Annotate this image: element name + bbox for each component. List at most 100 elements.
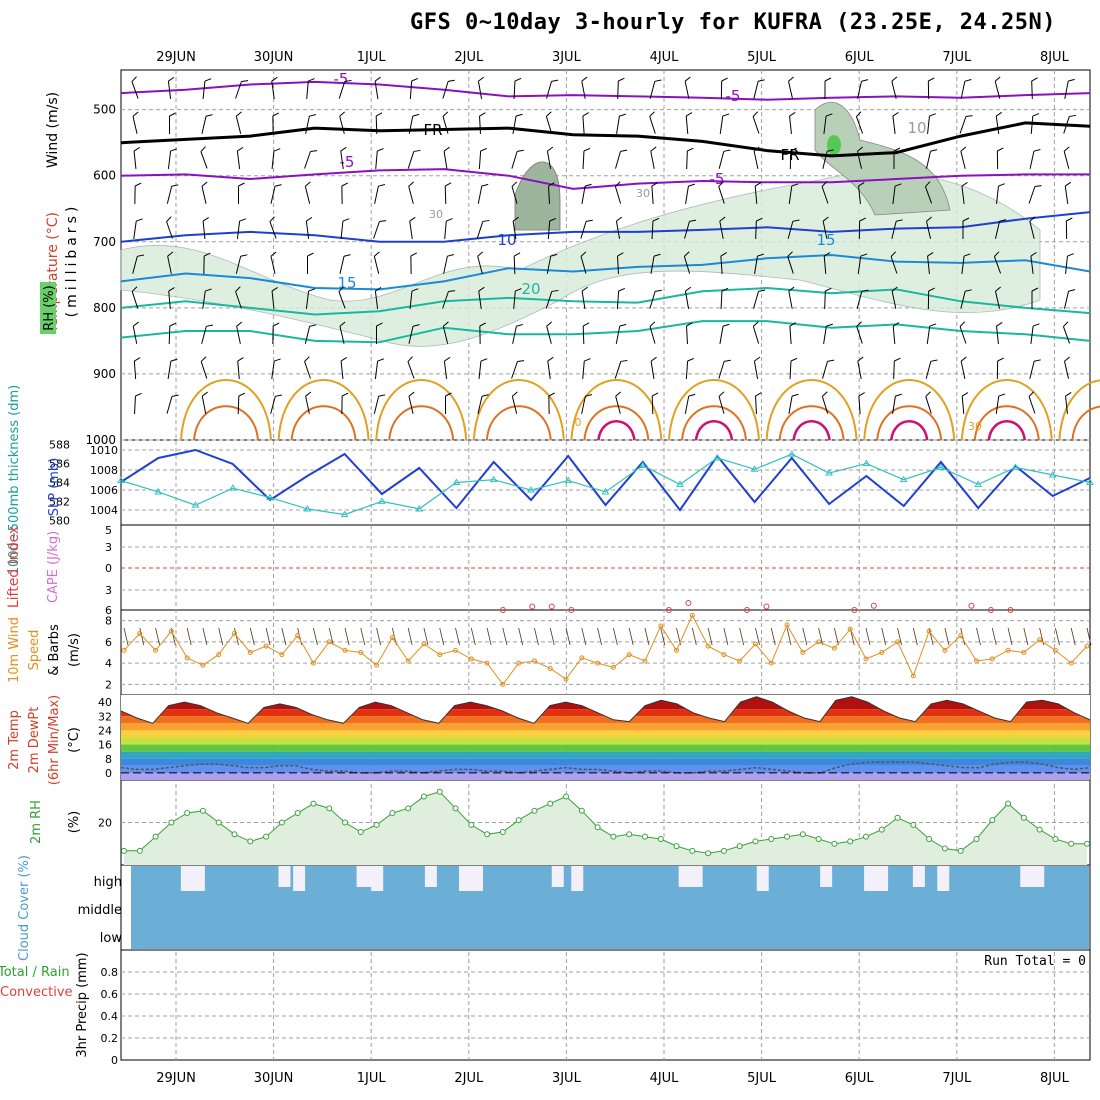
wind-barb-flag — [961, 392, 969, 397]
wind-barb-shaft — [167, 81, 172, 99]
wind-barb — [477, 251, 484, 274]
wind-barb-flag — [235, 111, 242, 117]
wind10m-point — [1052, 647, 1058, 653]
wind-barb — [476, 219, 490, 239]
li-point — [1007, 607, 1014, 613]
wind-barb-shaft — [132, 326, 138, 344]
wind-barb-flag — [479, 112, 486, 117]
wind-barb-flag — [964, 79, 972, 82]
wind-barb-shaft — [374, 186, 379, 204]
wind-barb-shaft — [718, 361, 725, 379]
wind-barb — [822, 359, 835, 379]
rh-point — [310, 800, 317, 807]
wind-barb-shaft — [237, 360, 240, 380]
date-label-top: 30JUN — [254, 50, 294, 65]
wind-barb — [856, 289, 869, 309]
wind-barb-shaft — [375, 115, 378, 135]
wind-barb-flag — [237, 357, 244, 362]
isotherm-label: -5 — [710, 170, 725, 188]
wind-barb — [442, 290, 456, 309]
wind-barb — [408, 181, 415, 204]
wind10m-point — [453, 647, 459, 653]
rh-shading — [120, 171, 1041, 347]
wind-tick-label: 8 — [105, 615, 112, 628]
wind-barb-shaft — [1063, 116, 1070, 134]
wind-barb — [892, 183, 902, 204]
wind-barb-flag — [341, 392, 349, 397]
ylabel-cloud: Cloud Cover (%) — [17, 855, 32, 961]
wind-barb-shaft — [823, 116, 827, 134]
wind-barb-shaft — [305, 291, 310, 309]
wind-barb-shaft — [1028, 396, 1036, 414]
wind10m-point — [626, 652, 632, 658]
wind-barb — [304, 356, 311, 379]
wind10m-barb — [1070, 627, 1076, 646]
ylabel-thickness: 1000~500mb thickness (dm) — [7, 385, 22, 575]
wind-barb — [993, 251, 1002, 274]
thickness-marker — [452, 478, 461, 485]
temp-tick-label: 32 — [98, 710, 112, 723]
wind-barb-shaft — [409, 80, 413, 100]
wind-barb-shaft — [271, 81, 275, 99]
wind-barb — [547, 356, 554, 379]
wind-barb — [200, 356, 208, 379]
wind-barb-flag — [586, 219, 593, 222]
wind-barb-flag — [792, 219, 800, 222]
wind-barb-shaft — [755, 395, 757, 415]
wind-barb-flag — [377, 358, 385, 362]
wind-barb-flag — [1033, 149, 1041, 152]
wind-barb-flag — [896, 219, 903, 222]
wind-barb-flag — [272, 112, 280, 117]
wind10m-point — [342, 647, 348, 653]
wind-barb — [235, 80, 249, 99]
wind-barb-shaft — [960, 291, 966, 309]
wind-barb-flag — [374, 76, 381, 82]
rh-point — [436, 788, 443, 795]
wind-barb-shaft — [994, 291, 1001, 309]
wind-barb-flag — [1031, 287, 1039, 292]
wind-barb-shaft — [719, 326, 724, 344]
wind-barb-flag — [166, 216, 172, 222]
thickness-marker — [228, 484, 237, 491]
wind-barb-shaft — [340, 220, 344, 240]
wind-barb — [201, 324, 214, 344]
wind-tick-label: 4 — [105, 657, 112, 670]
wind-barb-flag — [858, 182, 865, 187]
wind-barb — [856, 146, 863, 169]
thickness-marker — [1048, 470, 1057, 478]
wind-barb — [132, 254, 145, 274]
thickness-marker — [266, 493, 274, 501]
wind10m-point — [863, 656, 869, 662]
wind-barb — [270, 394, 283, 414]
wind-barb — [582, 358, 591, 380]
wind-barb-flag — [791, 393, 799, 397]
wind-barb-flag — [859, 217, 866, 222]
wind-barb — [996, 147, 1004, 170]
wind10m-barb — [786, 627, 792, 646]
wind-barb-shaft — [925, 361, 932, 379]
rh-point — [641, 833, 648, 840]
rh-point — [1068, 840, 1075, 847]
run-total: Run Total = 0 — [984, 954, 1086, 969]
wind-barb — [960, 79, 972, 99]
wind-barb-shaft — [373, 396, 380, 414]
wind-barb-shaft — [720, 290, 723, 310]
thickness-marker — [191, 501, 200, 508]
isotherm-FR — [120, 121, 1091, 158]
wind-barb — [477, 394, 489, 414]
wind-barb — [617, 77, 625, 100]
wind-barb — [134, 182, 142, 205]
temp-band — [121, 737, 1090, 745]
rh-point — [926, 836, 933, 843]
wind-barb-flag — [651, 182, 658, 187]
wind-barb — [824, 77, 832, 99]
wind-barb — [305, 288, 316, 309]
wind10m-point — [437, 652, 443, 658]
wind-barb-flag — [584, 183, 592, 187]
wind-barb-flag — [1032, 113, 1040, 117]
wind-barb — [614, 359, 628, 379]
wind-barb-flag — [274, 184, 282, 187]
wind-barb — [994, 286, 1001, 309]
wind-barb — [961, 253, 971, 274]
wind-barb-flag — [511, 391, 518, 397]
